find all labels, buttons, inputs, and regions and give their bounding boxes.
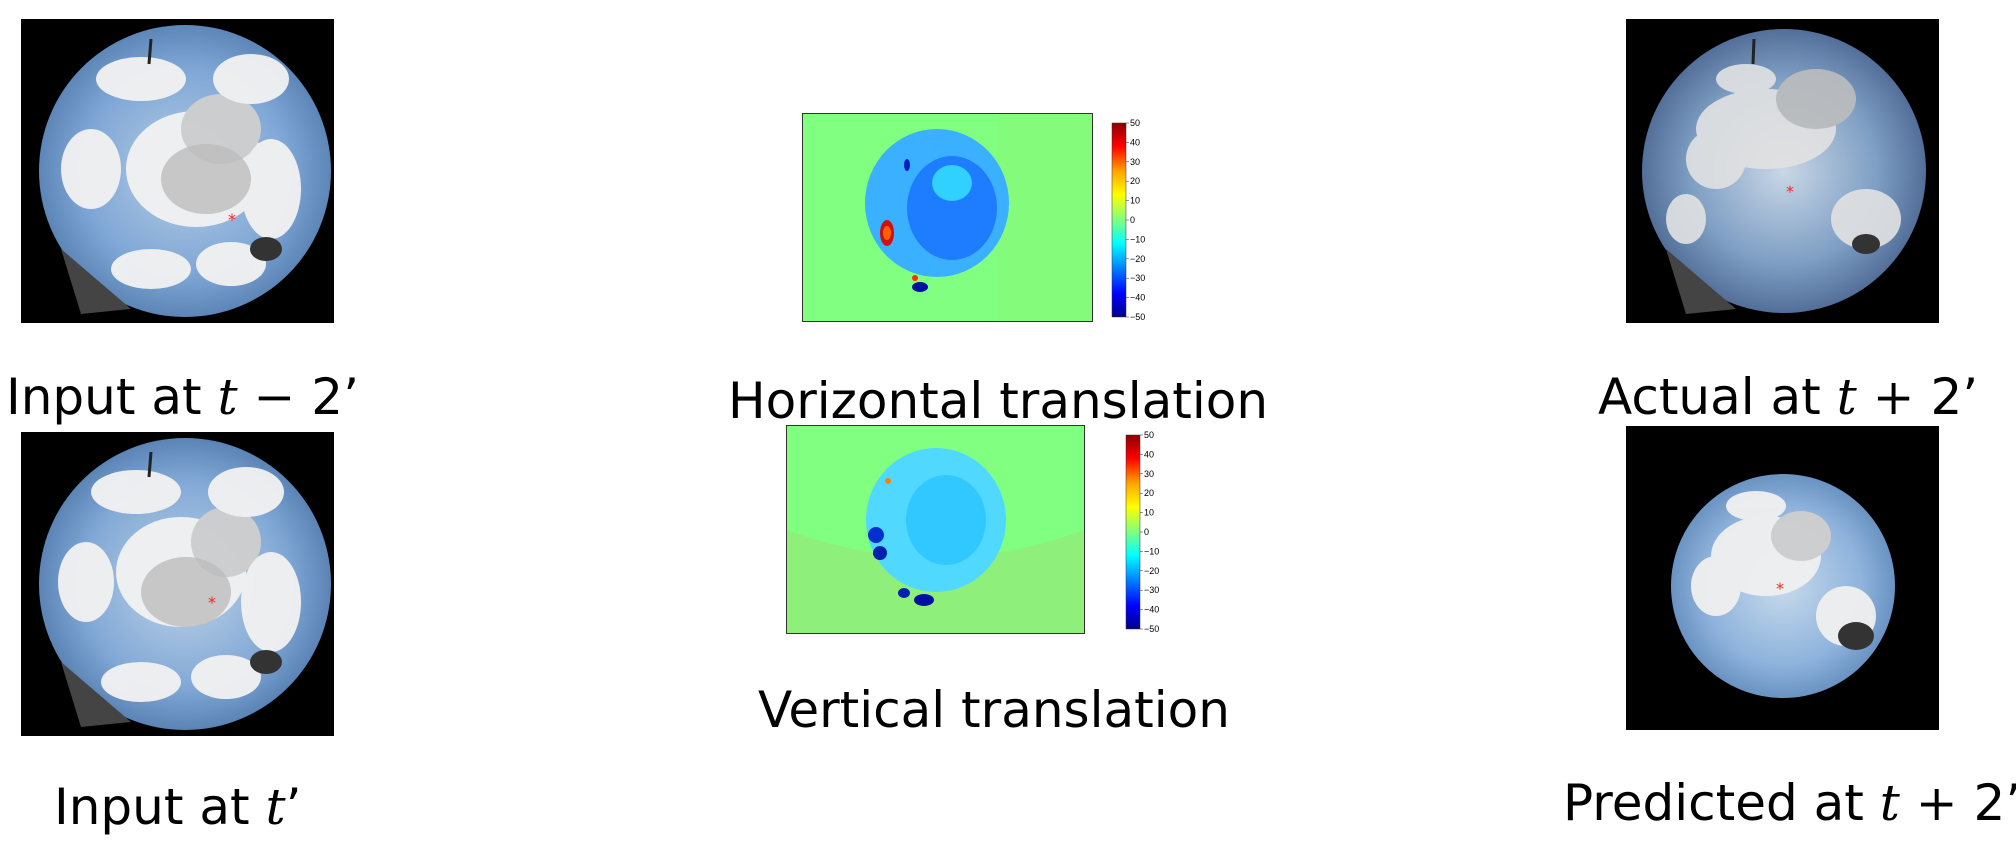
caption-input-t-minus-2: Input at t − 2’ bbox=[6, 372, 359, 422]
colorbar-tick-label: 40 bbox=[1144, 449, 1154, 459]
colorbar-tick-label: −40 bbox=[1144, 605, 1159, 615]
colorbar-tick-label: 50 bbox=[1144, 430, 1154, 440]
colorbar-tick-label: −30 bbox=[1130, 273, 1145, 283]
sun-marker-icon: * bbox=[228, 210, 236, 229]
caption-predicted-t-plus-2: Predicted at t + 2’ bbox=[1563, 778, 2016, 828]
colorbar-tick-label: −10 bbox=[1130, 234, 1145, 244]
colorbar-tick-label: −10 bbox=[1144, 546, 1159, 556]
colorbar-tick-label: 20 bbox=[1144, 488, 1154, 498]
sun-marker-icon: * bbox=[1776, 579, 1784, 598]
caption-actual-t-plus-2: Actual at t + 2’ bbox=[1598, 372, 1978, 422]
caption-vertical-translation: Vertical translation bbox=[758, 685, 1230, 735]
colorbar-tick-label: −50 bbox=[1144, 624, 1159, 634]
colorbar-tick-label: 30 bbox=[1130, 157, 1140, 167]
sky-image-input-t-minus-2: * bbox=[21, 19, 334, 323]
caption-horizontal-translation: Horizontal translation bbox=[728, 376, 1268, 426]
colorbar-tick-label: 30 bbox=[1144, 469, 1154, 479]
sky-image-actual-t-plus-2: * bbox=[1626, 19, 1939, 323]
colorbar-tick-label: 40 bbox=[1130, 137, 1140, 147]
colorbar-tick-label: 20 bbox=[1130, 176, 1140, 186]
colorbar-tick-label: −20 bbox=[1130, 254, 1145, 264]
caption-input-t: Input at t’ bbox=[54, 782, 302, 832]
colorbar-tick-label: 50 bbox=[1130, 118, 1140, 128]
sky-image-predicted-t-plus-2: * bbox=[1626, 426, 1939, 730]
colorbar-tick-label: 0 bbox=[1130, 215, 1135, 225]
colorbar-tick-label: −50 bbox=[1130, 312, 1145, 322]
colorbar-tick-label: −40 bbox=[1130, 293, 1145, 303]
colorbar-tick-label: −20 bbox=[1144, 566, 1159, 576]
sky-image-input-t: * bbox=[21, 432, 334, 736]
sun-marker-icon: * bbox=[1786, 182, 1794, 201]
horizontal-flow-map: 50 40 30 20 10 0 −10 −20 −30 −40 −50 bbox=[802, 113, 1182, 328]
colorbar-tick-label: 10 bbox=[1130, 196, 1140, 206]
sun-marker-icon: * bbox=[208, 593, 216, 612]
colorbar-tick-label: 0 bbox=[1144, 527, 1149, 537]
vertical-flow-map: 50 40 30 20 10 0 −10 −20 −30 −40 −50 bbox=[786, 425, 1166, 640]
colorbar-tick-label: 10 bbox=[1144, 508, 1154, 518]
colorbar-tick-label: −30 bbox=[1144, 585, 1159, 595]
